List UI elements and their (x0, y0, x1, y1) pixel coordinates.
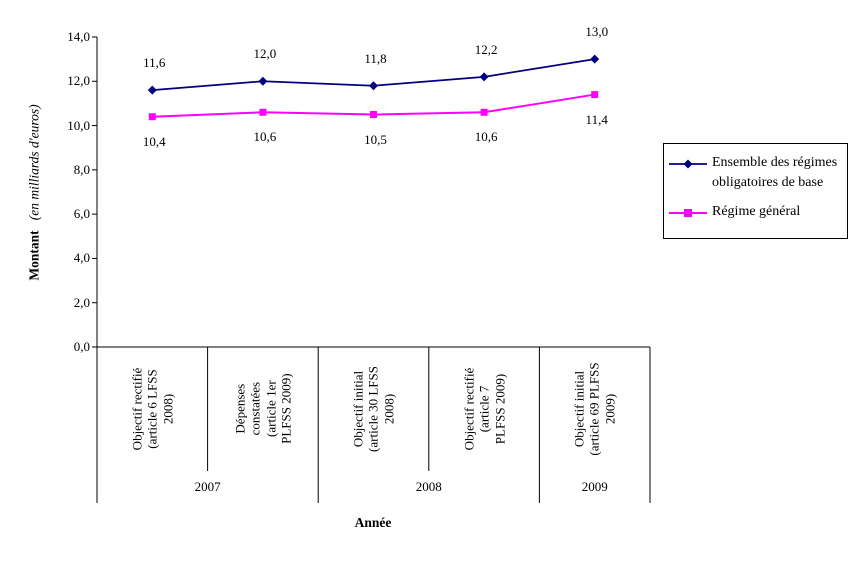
legend-swatch-svg (669, 159, 707, 169)
data-label: 11,6 (143, 55, 166, 71)
y-tick-label: 0,0 (73, 339, 90, 354)
y-tick-label: 6,0 (73, 206, 90, 222)
legend-line-square-icon (669, 206, 707, 224)
y-axis-title-spacer (27, 220, 42, 227)
data-label: 10,5 (364, 131, 387, 147)
legend-swatch-svg (669, 209, 707, 218)
data-label: 12,0 (253, 46, 277, 62)
legend-label: Ensemble des régimes obligatoires de bas… (712, 155, 838, 190)
legend-entry-ensemble: Ensemble des régimes obligatoires de bas… (669, 153, 842, 192)
series-marker-0 (258, 76, 268, 86)
legend-marker (683, 159, 693, 169)
x-axis-title: Année (354, 515, 392, 530)
x-category-label: Objectif initial (article 30 LFSS 2008) (350, 366, 397, 452)
series-marker-1 (480, 108, 488, 116)
y-tick-label: 4,0 (73, 250, 90, 266)
series-marker-0 (590, 54, 600, 64)
series-marker-0 (369, 81, 378, 91)
data-label: 10,4 (142, 133, 166, 149)
legend: Ensemble des régimes obligatoires de bas… (663, 143, 848, 239)
data-label: 10,6 (253, 129, 277, 145)
legend-label: Régime général (712, 204, 801, 220)
legend-line-diamond-icon (669, 157, 707, 175)
data-label: 11,4 (585, 111, 608, 127)
y-axis-title-main: Montant (26, 230, 42, 281)
y-axis-title: Montant (en milliards d'euros) (27, 43, 46, 343)
series-marker-0 (147, 85, 157, 95)
legend-entry-regime-general: Régime général (669, 202, 842, 224)
x-category-cell: Dépenses constatées (article 1er PLFSS 2… (208, 348, 319, 470)
series-marker-0 (479, 72, 489, 82)
data-label: 11,8 (364, 50, 387, 66)
x-category-cell: Objectif initial (article 69 PLFSS 2009) (539, 348, 650, 470)
series-marker-1 (370, 111, 377, 118)
x-year-label: 2007 (194, 479, 221, 494)
series-marker-1 (591, 91, 599, 99)
legend-marker (684, 209, 692, 218)
x-category-cell: Objectif rectifié (article 7 PLFSS 2009) (429, 348, 540, 470)
series-marker-1 (148, 113, 156, 121)
series-marker-1 (259, 108, 267, 116)
data-label: 10,6 (474, 129, 498, 145)
data-label: 12,2 (474, 41, 498, 57)
y-tick-label: 8,0 (73, 161, 90, 177)
x-year-label: 2008 (415, 479, 442, 494)
x-year-label: 2009 (581, 479, 608, 494)
y-tick-label: 10,0 (67, 117, 90, 133)
y-tick-label: 12,0 (67, 73, 90, 89)
y-tick-label: 14,0 (67, 29, 90, 44)
data-label: 13,0 (585, 24, 609, 40)
x-category-label: Objectif rectifié (article 7 PLFSS 2009) (461, 367, 507, 451)
x-category-cell: Objectif rectifié (article 6 LFSS 2008) (97, 348, 208, 470)
y-tick-label: 2,0 (73, 294, 90, 310)
x-category-label: Objectif rectifié (article 6 LFSS 2008) (129, 367, 175, 451)
x-category-label: Objectif initial (article 69 PLFSS 2009) (571, 362, 618, 456)
x-category-label: Dépenses constatées (article 1er PLFSS 2… (232, 373, 294, 445)
y-axis-title-unit: (en milliards d'euros) (26, 104, 42, 221)
x-category-cell: Objectif initial (article 30 LFSS 2008) (318, 348, 429, 470)
